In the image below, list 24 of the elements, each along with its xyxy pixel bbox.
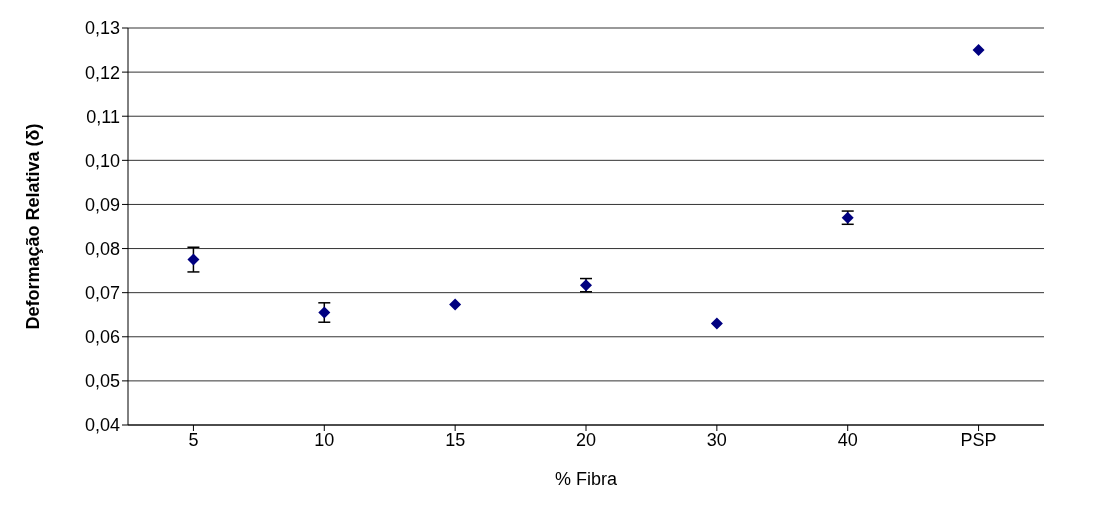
y-tick-label: 0,10 [84, 150, 120, 171]
y-tick-label: 0,12 [84, 62, 120, 83]
x-tick-label: 20 [575, 429, 597, 450]
x-tick-label: 30 [706, 429, 727, 450]
y-tick-label: 0,08 [84, 238, 120, 259]
y-tick-label: 0,06 [84, 327, 120, 348]
x-axis-title: % Fibra [554, 469, 618, 489]
y-axis-title: Deformação Relativa (δ) [23, 123, 44, 330]
y-tick-label: 0,04 [84, 415, 120, 436]
y-tick-label: 0,13 [84, 18, 120, 39]
point [710, 317, 723, 330]
point [972, 44, 985, 57]
x-tick-label: 40 [837, 429, 858, 450]
x-tick-label: 10 [314, 429, 335, 450]
x-tick-label: PSP [960, 429, 997, 450]
point [449, 298, 462, 311]
x-tick-label: 15 [445, 429, 466, 450]
x-tick-label: 5 [188, 429, 199, 450]
point [318, 306, 331, 319]
y-tick-label: 0,11 [86, 106, 120, 127]
point [187, 253, 200, 266]
y-tick-label: 0,05 [84, 371, 120, 392]
y-tick-label: 0,07 [84, 283, 120, 304]
y-tick-label: 0,09 [84, 194, 120, 215]
